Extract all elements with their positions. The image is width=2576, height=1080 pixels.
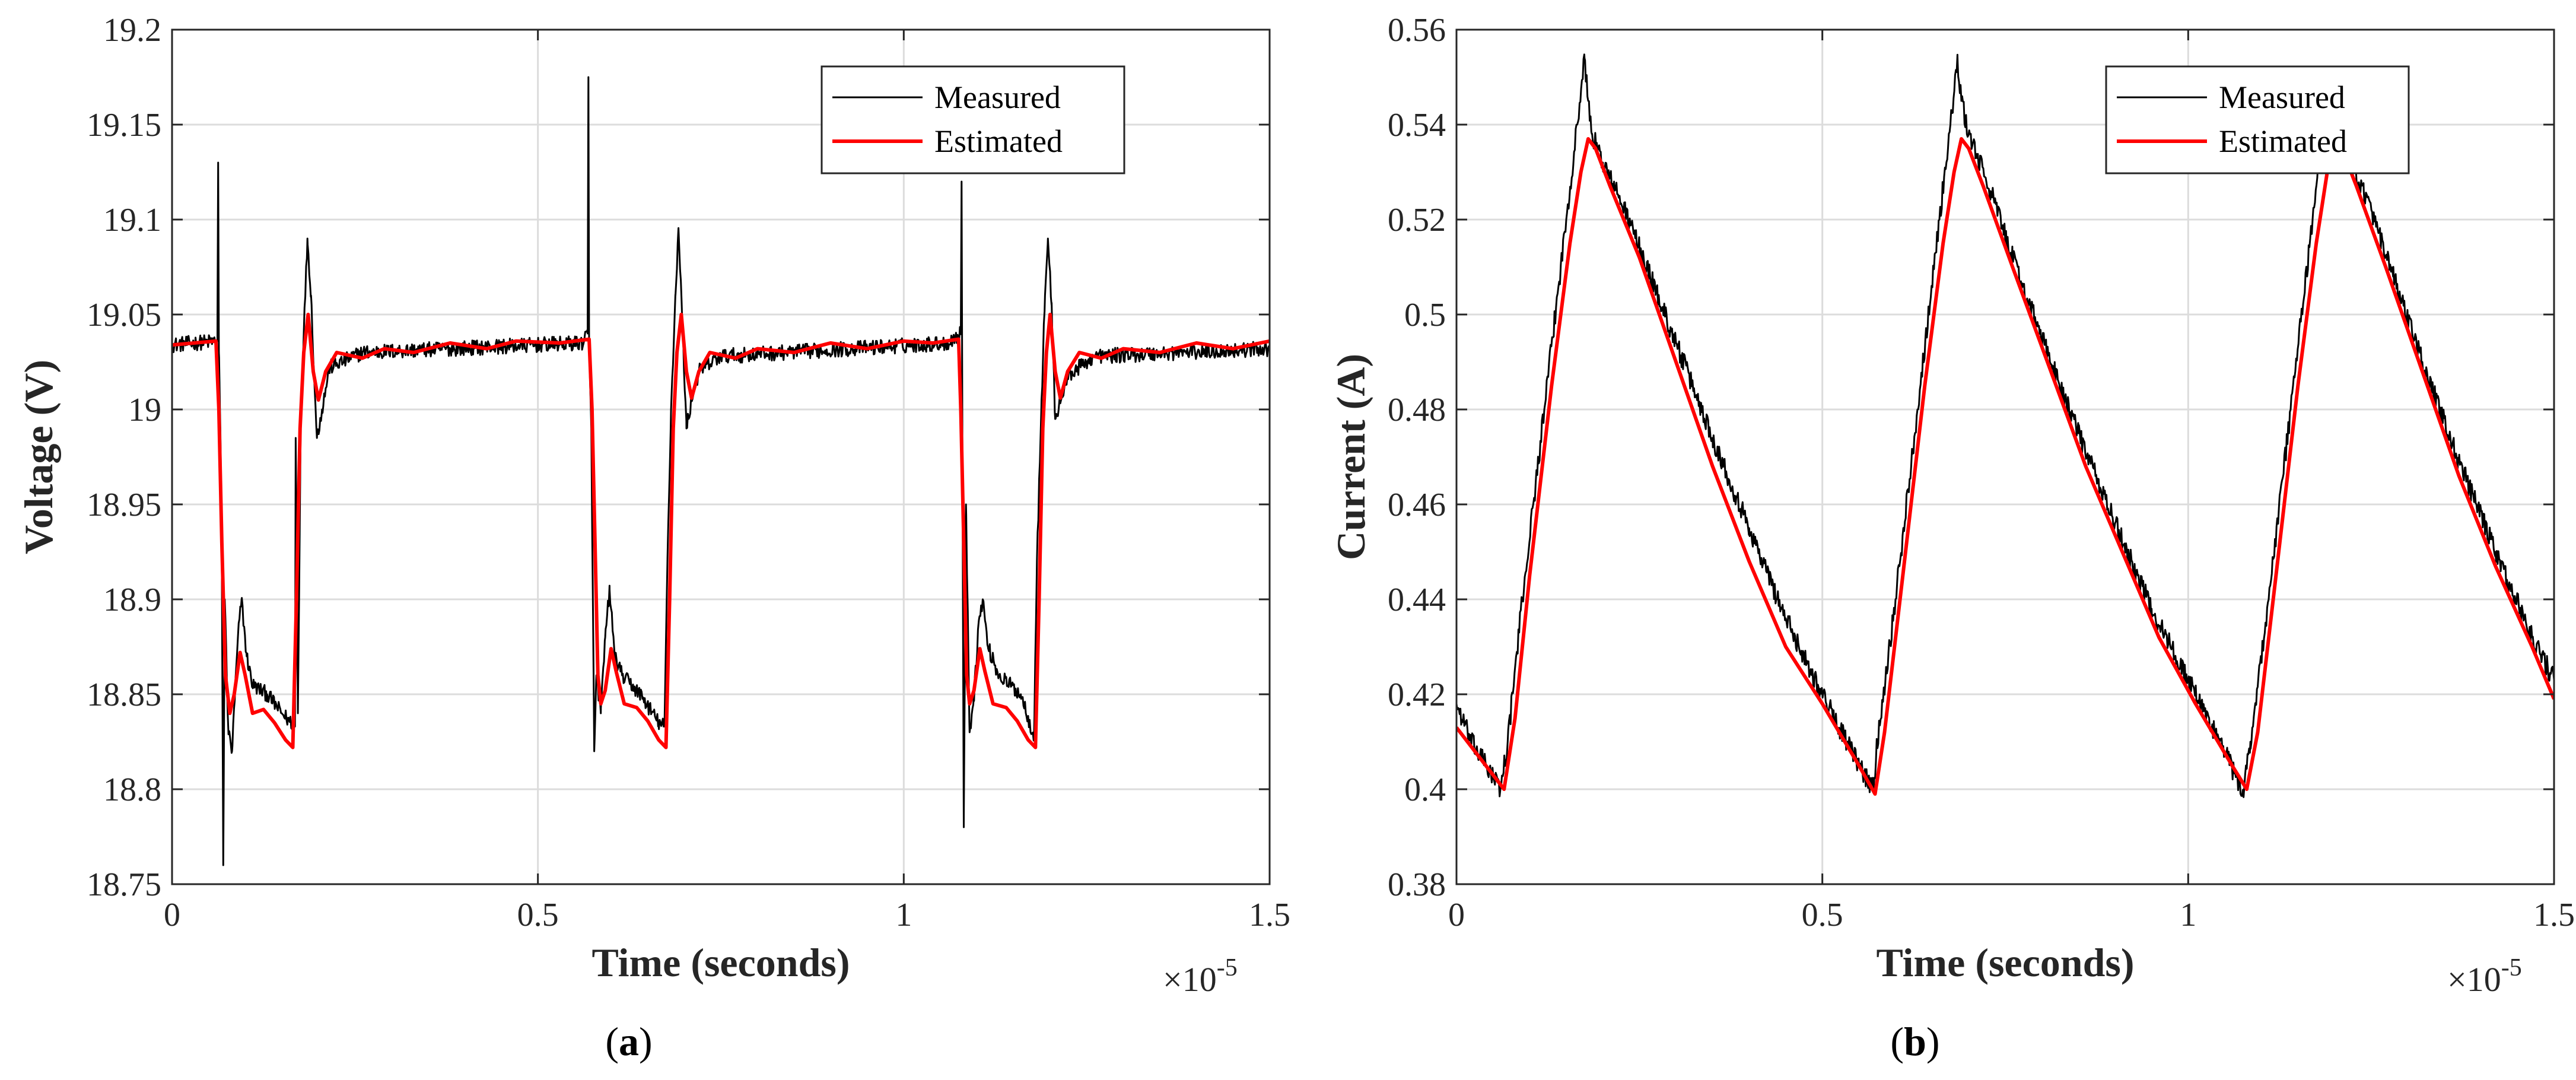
y-tick-label: 0.48 [1388, 392, 1446, 428]
y-tick-label: 0.42 [1388, 676, 1446, 713]
legend: Measured Estimated [2105, 65, 2410, 174]
y-tick-label: 18.75 [87, 866, 161, 903]
x-axis-title: Time (seconds) [1876, 940, 2134, 985]
legend: Measured Estimated [820, 65, 1125, 174]
x-tick-label: 1.5 [1249, 897, 1290, 933]
x-axis-title: Time (seconds) [591, 940, 850, 985]
legend-label-measured: Measured [934, 80, 1061, 115]
y-axis-title: Voltage (V) [16, 360, 61, 554]
y-tick-label: 0.56 [1388, 12, 1446, 49]
y-tick-label: 0.44 [1388, 582, 1446, 618]
series-line-measured [172, 76, 1270, 866]
y-tick-label: 19.2 [103, 12, 161, 49]
series-line-measured [1456, 53, 2554, 798]
y-tick-label: 0.38 [1388, 866, 1446, 903]
chart-panel-a: 0 0.5 1 1.5 18.75 18.8 18.85 18.9 18.95 19 19.05 19… [16, 12, 1290, 1064]
y-tick-label: 18.95 [87, 487, 161, 523]
legend-box [820, 65, 1125, 174]
x-tick-label: 0 [1448, 897, 1465, 933]
x-tick-label: 0 [164, 897, 180, 933]
y-tick-label: 0.4 [1404, 771, 1446, 808]
y-tick-label: 0.5 [1404, 297, 1446, 333]
y-tick-label: 19.05 [87, 297, 161, 333]
legend-box [2105, 65, 2410, 174]
y-tick-label: 0.46 [1388, 487, 1446, 523]
legend-label-measured: Measured [2219, 80, 2345, 115]
plot-frame [1455, 28, 2555, 885]
y-tick-label: 18.9 [103, 582, 161, 618]
y-tick-label: 0.52 [1388, 202, 1446, 239]
series-line-estimated [172, 313, 1270, 749]
plot-frame [171, 28, 1271, 885]
x-tick-label: 1 [2180, 897, 2196, 933]
chart-panel-b: 0 0.5 1 1.5 0.38 0.4 0.42 0.44 0.46 0.48 0.5 0.52 0.… [1328, 12, 2575, 1064]
x-tick-label: 1 [895, 897, 912, 933]
x-axis-multiplier: ×10-5 [2447, 954, 2522, 999]
x-tick-label: 0.5 [517, 897, 559, 933]
panel-caption: (b) [1890, 1019, 1939, 1064]
y-tick-label: 18.85 [87, 676, 161, 713]
panel-caption: (a) [605, 1019, 652, 1064]
y-tick-label: 18.8 [103, 771, 161, 808]
x-tick-label: 0.5 [1802, 897, 1843, 933]
y-tick-label: 19.15 [87, 107, 161, 144]
y-tick-label: 0.54 [1388, 107, 1446, 144]
x-axis-multiplier: ×10-5 [1163, 954, 1238, 999]
y-tick-label: 19.1 [103, 202, 161, 239]
y-axis-title: Current (A) [1328, 354, 1373, 560]
x-tick-label: 1.5 [2533, 897, 2575, 933]
y-tick-label: 19 [128, 392, 161, 428]
legend-label-estimated: Estimated [934, 123, 1063, 159]
legend-label-estimated: Estimated [2219, 123, 2347, 159]
